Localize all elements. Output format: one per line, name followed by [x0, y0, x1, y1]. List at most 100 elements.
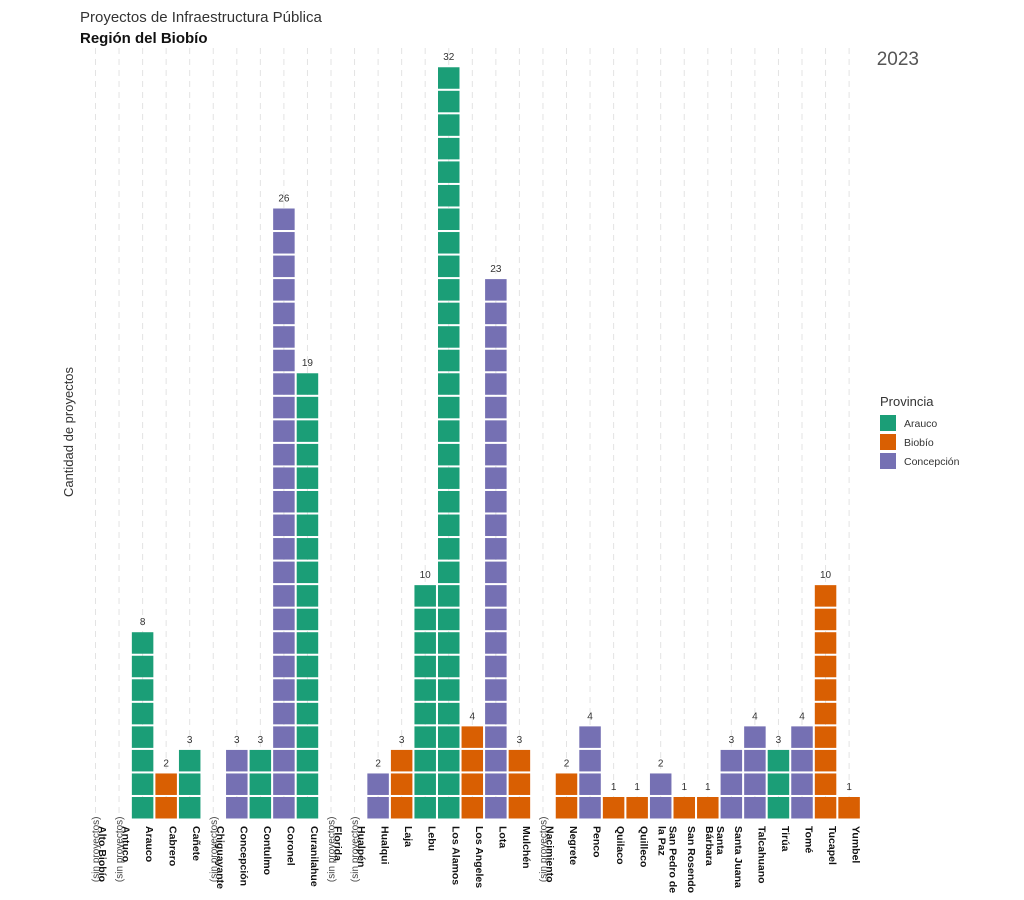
bar-cell: [485, 797, 507, 819]
y-axis-label: Cantidad de proyectos: [61, 366, 76, 497]
year-label: 2023: [877, 49, 919, 70]
bar-cell: [485, 585, 507, 607]
bar-cell: [438, 467, 460, 489]
legend-swatch: [880, 415, 896, 431]
bar-cell: [767, 797, 790, 819]
tick-label: Chiguayante: [214, 826, 226, 889]
data-label: 8: [140, 617, 146, 628]
legend-items: Arauco Biobío Concepción: [880, 415, 960, 469]
bar-cell: [485, 490, 507, 513]
bar-cell: [273, 255, 295, 278]
bar-cell: [626, 797, 648, 819]
bar-cell: [367, 797, 389, 819]
bar-cell: [438, 232, 460, 254]
data-label: 4: [470, 711, 476, 722]
bar-cell: [296, 538, 319, 560]
data-label: 2: [564, 758, 570, 769]
bar-cell: [390, 773, 413, 795]
legend: Provincia Arauco Biobío Concepción: [880, 394, 960, 469]
bar-cell: [579, 797, 601, 819]
bar-cell: [131, 773, 154, 795]
tick-label: Arauco: [143, 826, 155, 862]
bar-cell: [791, 797, 813, 819]
bar-cell: [814, 702, 837, 725]
bar-cell: [438, 90, 460, 113]
bar-cell: [249, 797, 272, 819]
bar-cell: [296, 490, 319, 513]
tick-label: Cañete: [190, 826, 202, 861]
tick-label: Lebu: [426, 826, 438, 851]
bar-cell: [485, 349, 507, 372]
bar-cell: [226, 797, 248, 819]
tick-label: Tirúa: [779, 826, 791, 852]
bar-cell: [414, 632, 436, 654]
bar-cell: [296, 679, 319, 701]
bar-cell: [438, 326, 460, 348]
bar-cell: [485, 679, 507, 701]
data-label: 1: [705, 782, 711, 793]
bar-cell: [485, 373, 507, 395]
bar-cell: [226, 773, 248, 795]
bar-cell: [273, 467, 295, 489]
bar-cell: [273, 420, 295, 442]
bar-cell: [438, 420, 460, 442]
bar-cell: [461, 797, 484, 819]
gridlines: [95, 48, 850, 818]
bar-cell: [485, 538, 507, 560]
tick-label: Curanilahue: [308, 826, 320, 887]
tick-label: Alto Biobío: [96, 826, 108, 882]
bar-cell: [485, 561, 507, 584]
bar-cell: [131, 702, 154, 725]
bar-cell: [414, 726, 436, 748]
bar-cell: [296, 373, 319, 395]
bar-cell: [814, 632, 837, 654]
bar-cell: [485, 726, 507, 748]
tick-label: Quilaco: [614, 826, 626, 865]
no-projects-label: (sin proyectos): [209, 817, 220, 883]
tick-label: Negrete: [567, 826, 579, 865]
bars: (sin proyectos) (sin proyectos)823(sin pr…: [91, 52, 860, 882]
tick-label: Lota: [496, 826, 508, 848]
bar-cell: [673, 797, 695, 819]
bar-cell: [178, 797, 201, 819]
bar-cell: [273, 302, 295, 325]
bar-cell: [273, 538, 295, 560]
bar-cell: [296, 561, 319, 584]
tick-label: Florida: [332, 826, 344, 861]
bar-cell: [814, 749, 837, 772]
bar-cell: [273, 208, 295, 230]
bar-cell: [814, 726, 837, 748]
bar-cell: [485, 279, 507, 301]
tick-label: Contulmo: [261, 826, 273, 875]
data-label: 2: [375, 758, 381, 769]
bar-cell: [485, 608, 507, 631]
bar-cell: [438, 137, 460, 160]
bar-cell: [814, 585, 837, 607]
tick-label: Nacimiento: [543, 826, 555, 883]
bar-cell: [485, 443, 507, 466]
bar-cell: [720, 749, 743, 772]
data-label: 3: [187, 735, 193, 746]
bar-cell: [273, 443, 295, 466]
bar-cell: [814, 773, 837, 795]
bar-cell: [249, 773, 272, 795]
bar-cell: [697, 797, 719, 819]
tick-label: Concepción: [237, 826, 249, 886]
no-projects-label: (sin proyectos): [91, 817, 102, 883]
bar-cell: [438, 490, 460, 513]
bar-cell: [438, 773, 460, 795]
bar-cell: [744, 797, 766, 819]
bar-cell: [485, 655, 507, 678]
bar-cell: [155, 773, 177, 795]
bar-cell: [438, 538, 460, 560]
bar-cell: [273, 726, 295, 748]
bar-cell: [485, 326, 507, 348]
bar-cell: [296, 467, 319, 489]
bar-cell: [649, 797, 672, 819]
bar-cell: [414, 773, 436, 795]
bar-cell: [461, 749, 484, 772]
bar-cell: [485, 514, 507, 537]
bar-cell: [131, 726, 154, 748]
tick-label: San Pedro dela Paz: [656, 826, 679, 893]
bar-cell: [438, 114, 460, 136]
